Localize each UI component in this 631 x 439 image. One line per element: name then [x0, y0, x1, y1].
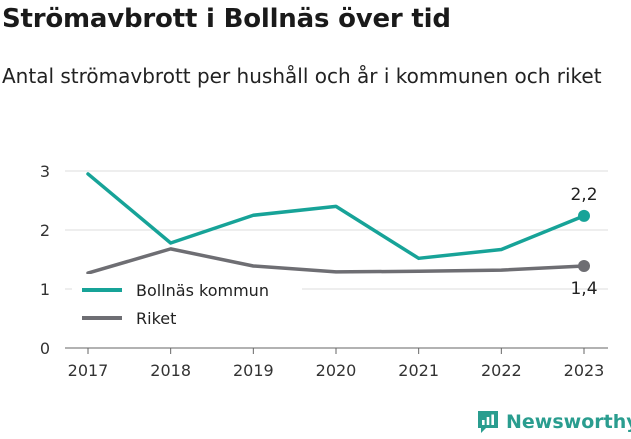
y-tick-label: 1 — [40, 280, 50, 299]
x-tick-label: 2022 — [481, 361, 522, 380]
end-point-marker — [578, 259, 590, 272]
x-tick-label: 2020 — [316, 361, 357, 380]
y-tick-label: 2 — [40, 221, 50, 240]
legend-label: Bollnäs kommun — [136, 281, 269, 300]
end-point-marker — [578, 209, 590, 222]
chart-subtitle: Antal strömavbrott per hushåll och år i … — [2, 64, 602, 88]
series-line — [86, 247, 586, 275]
x-tick-label: 2019 — [233, 361, 274, 380]
axes: 0 1 2 3 2017 2018 2019 2020 2021 2022 2023 — [40, 162, 605, 380]
legend-label: Riket — [136, 309, 176, 328]
end-value-label: 2,2 — [570, 185, 597, 205]
series-line — [86, 172, 586, 261]
x-tick-label: 2017 — [68, 361, 109, 380]
x-tick-label: 2023 — [564, 361, 605, 380]
series: 2,2 1,4 — [86, 172, 598, 299]
x-tick-label: 2018 — [150, 361, 191, 380]
newsworthy-logo-icon — [478, 411, 498, 433]
y-tick-label: 0 — [40, 339, 50, 358]
legend: Bollnäs kommun Riket — [72, 274, 302, 336]
y-tick-label: 3 — [40, 162, 50, 181]
chart-title: Strömavbrott i Bollnäs över tid — [2, 4, 451, 34]
end-value-label: 1,4 — [570, 279, 597, 299]
x-tick-label: 2021 — [398, 361, 439, 380]
brand-name: Newsworthy — [506, 411, 631, 433]
legend-background — [72, 274, 302, 336]
brand: Newsworthy — [476, 408, 631, 436]
